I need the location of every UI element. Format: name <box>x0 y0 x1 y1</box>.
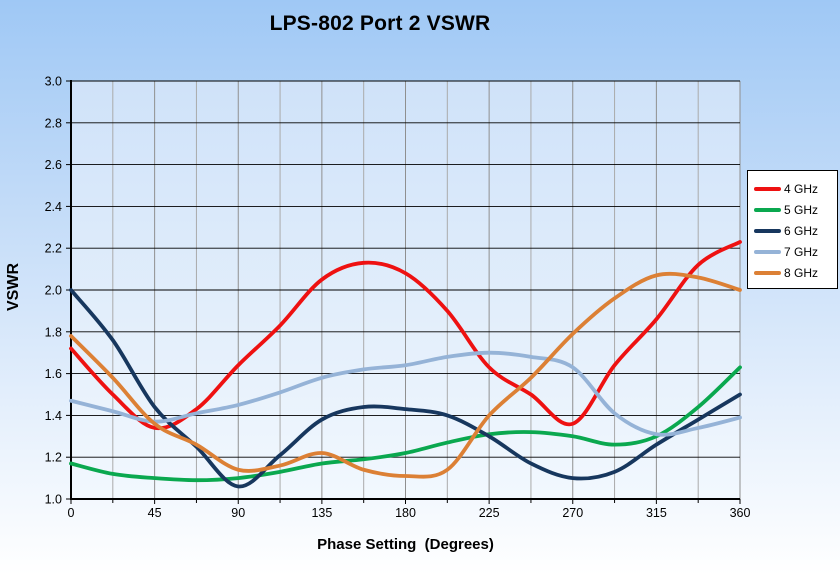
series-line-8ghz <box>69 271 742 479</box>
legend-label: 4 GHz <box>784 181 819 196</box>
y-axis-title: VSWR <box>5 263 22 311</box>
legend-label: 7 GHz <box>784 244 819 259</box>
y-tick-label: 2.2 <box>45 242 62 256</box>
x-tick-label: 135 <box>311 506 332 520</box>
y-tick-label: 1.8 <box>45 325 62 339</box>
x-tick-label: 0 <box>68 506 75 520</box>
x-tick-label: 45 <box>148 506 162 520</box>
legend-swatch-icon <box>754 228 781 233</box>
y-tick-label: 2.8 <box>45 116 62 130</box>
x-tick-label: 90 <box>231 506 245 520</box>
legend: 4 GHz 5 GHz 6 GHz 7 GHz 8 GHz <box>747 170 838 289</box>
series-line-6ghz <box>69 288 742 489</box>
x-tick-label: 180 <box>395 506 416 520</box>
y-tick-label: 3.0 <box>45 75 62 89</box>
x-tick-label: 270 <box>562 506 583 520</box>
legend-label: 6 GHz <box>784 223 819 238</box>
legend-item-4ghz: 4 GHz <box>754 178 837 199</box>
legend-swatch-icon <box>754 270 781 275</box>
y-tick-label: 2.6 <box>45 158 62 172</box>
legend-swatch-icon <box>754 249 781 254</box>
legend-item-6ghz: 6 GHz <box>754 220 837 241</box>
legend-item-8ghz: 8 GHz <box>754 262 837 283</box>
x-tick-label: 225 <box>479 506 500 520</box>
y-tick-label: 1.2 <box>45 451 62 465</box>
series-line-5ghz <box>69 365 742 483</box>
y-tick-label: 2.0 <box>45 284 62 298</box>
legend-item-7ghz: 7 GHz <box>754 241 837 262</box>
x-tick-label: 360 <box>730 506 751 520</box>
x-tick-label: 315 <box>646 506 667 520</box>
x-axis-title: Phase Setting (Degrees) <box>317 536 494 553</box>
y-tick-label: 1.6 <box>45 367 62 381</box>
legend-swatch-icon <box>754 207 781 212</box>
y-tick-label: 1.4 <box>45 409 62 423</box>
legend-label: 5 GHz <box>784 202 819 217</box>
y-tick-label: 2.4 <box>45 200 62 214</box>
y-tick-label: 1.0 <box>45 493 62 507</box>
chart-title: LPS-802 Port 2 VSWR <box>269 12 491 35</box>
legend-label: 8 GHz <box>784 265 819 280</box>
series-line-7ghz <box>69 350 742 437</box>
legend-item-5ghz: 5 GHz <box>754 199 837 220</box>
legend-swatch-icon <box>754 186 781 191</box>
